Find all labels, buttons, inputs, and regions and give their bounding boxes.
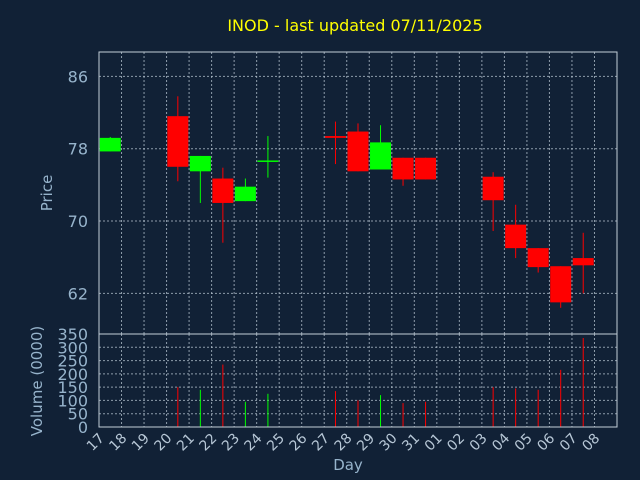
- volume-tick-label: 50: [68, 405, 88, 424]
- candle-body: [212, 178, 234, 203]
- candle-body: [572, 258, 594, 266]
- price-tick-label: 78: [68, 140, 88, 159]
- day-tick-label: 05: [512, 431, 536, 455]
- candle-body: [505, 224, 527, 249]
- day-tick-label: 07: [557, 431, 581, 455]
- day-tick-label: 20: [151, 431, 175, 455]
- day-tick-label: 31: [399, 431, 423, 455]
- candle-body: [347, 131, 369, 172]
- chart-title: INOD - last updated 07/11/2025: [227, 16, 482, 35]
- volume-tick-label: 350: [57, 325, 88, 344]
- candle-body: [415, 157, 437, 180]
- day-tick-label: 19: [129, 431, 153, 455]
- day-tick-label: 30: [377, 431, 401, 455]
- day-tick-label: 03: [467, 431, 491, 455]
- candle-body: [257, 160, 279, 162]
- candle-body: [482, 176, 504, 201]
- day-tick-label: 18: [106, 431, 130, 455]
- candle-05: [527, 248, 549, 273]
- volume-tick-label: 200: [57, 365, 88, 384]
- day-tick-label: 27: [309, 431, 333, 455]
- day-tick-label: 22: [197, 431, 221, 455]
- price-tick-label: 62: [68, 284, 88, 303]
- volume-panel-frame: [98, 333, 618, 428]
- volume-tick-label: 0: [78, 418, 88, 437]
- volume-tick-label: 300: [57, 338, 88, 357]
- day-tick-label: 29: [354, 431, 378, 455]
- candle-23: [234, 178, 256, 202]
- candle-body: [167, 116, 189, 167]
- price-panel-frame: [98, 51, 618, 335]
- candle-04: [505, 204, 527, 259]
- candle-20: [167, 96, 189, 182]
- candle-30: [392, 157, 414, 186]
- volume-tick-label: 150: [57, 378, 88, 397]
- day-tick-label: 25: [264, 431, 288, 455]
- candle-03: [482, 172, 504, 231]
- candle-body: [527, 248, 549, 268]
- price-tick-label: 70: [68, 212, 88, 231]
- price-tick-label: 86: [68, 67, 88, 86]
- candle-27: [324, 121, 346, 165]
- candle-07: [572, 232, 594, 294]
- candle-body: [370, 142, 392, 170]
- candle-body: [189, 155, 211, 172]
- x-axis-label: Day: [333, 456, 363, 474]
- candle-29: [370, 125, 392, 170]
- candle-31: [415, 157, 437, 180]
- day-tick-label: 21: [174, 431, 198, 455]
- candle-body: [234, 186, 256, 202]
- candle-17: [99, 136, 121, 152]
- candle-21: [189, 155, 211, 203]
- candle-body: [392, 157, 414, 180]
- day-tick-label: 01: [422, 431, 446, 455]
- candle-24: [257, 136, 279, 178]
- day-tick-label: 02: [444, 431, 468, 455]
- candle-06: [550, 266, 572, 308]
- candle-28: [347, 123, 369, 172]
- volume-tick-label: 250: [57, 352, 88, 371]
- volume-tick-label: 100: [57, 391, 88, 410]
- day-tick-label: 28: [332, 431, 356, 455]
- candle-body: [550, 266, 572, 303]
- candle-body: [99, 137, 121, 152]
- candle-body: [324, 136, 346, 138]
- candle-22: [212, 167, 234, 243]
- day-tick-label: 04: [489, 430, 513, 454]
- day-tick-label: 06: [534, 430, 558, 454]
- day-tick-label: 23: [219, 431, 243, 455]
- price-axis-label: Price: [38, 175, 56, 212]
- volume-axis-label: Volume (0000): [28, 326, 46, 436]
- day-tick-label: 26: [287, 430, 311, 454]
- day-tick-label: 24: [242, 430, 266, 454]
- day-tick-label: 08: [579, 431, 603, 455]
